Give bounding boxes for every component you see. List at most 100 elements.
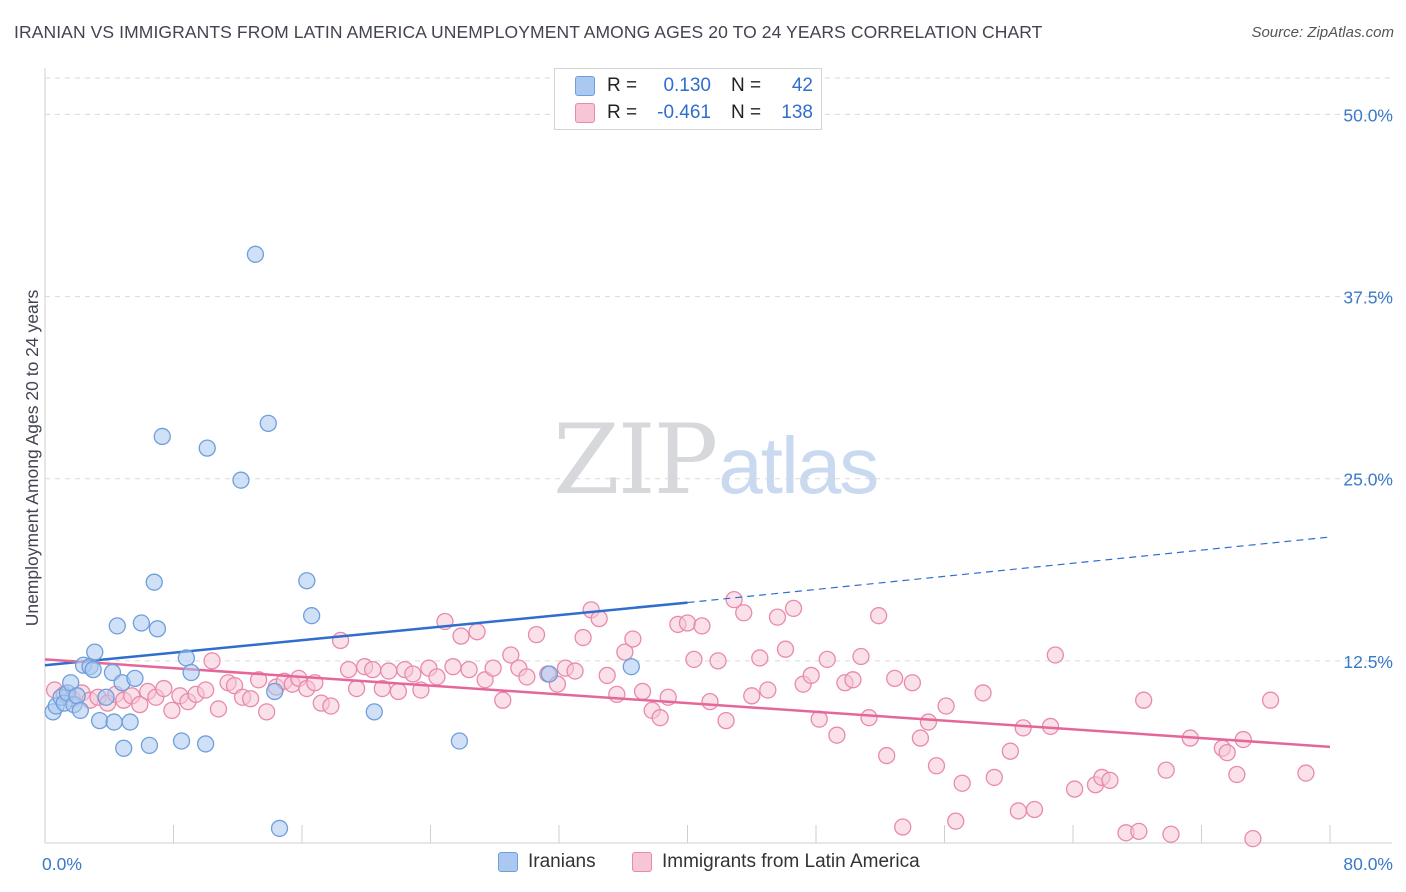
latin-america-point — [389, 682, 408, 701]
iranian-point — [108, 617, 126, 635]
chart-title: IRANIAN VS IMMIGRANTS FROM LATIN AMERICA… — [14, 22, 1043, 42]
latin-america-point — [802, 666, 820, 685]
iranian-point — [105, 713, 123, 731]
latin-america-point — [818, 650, 836, 669]
y-axis-label: Unemployment Among Ages 20 to 24 years — [22, 289, 42, 626]
iranian-point — [126, 669, 144, 687]
latin-america-point — [1001, 742, 1020, 760]
iranian-point — [196, 735, 215, 753]
latin-america-point — [249, 671, 268, 689]
latin-america-point — [717, 711, 735, 730]
latin-america-point — [1261, 691, 1280, 709]
latin-america-point — [1218, 744, 1236, 762]
n-label: N = — [731, 102, 762, 123]
latin-america-point — [937, 697, 955, 715]
latin-america-point — [241, 690, 260, 708]
latin-america-point — [163, 701, 181, 720]
x-tick-labels: 0.0% 80.0% — [42, 854, 1393, 874]
watermark: ZIPatlas — [553, 404, 879, 516]
iranian-point — [365, 703, 383, 721]
n-value: 42 — [791, 75, 813, 96]
latin-america-point — [974, 684, 992, 702]
latin-america-point — [1014, 719, 1032, 737]
series-iranians-points — [44, 245, 640, 838]
latin-america-point — [911, 729, 930, 747]
latin-america-point — [502, 646, 520, 664]
latin-america-point — [878, 746, 896, 765]
latin-america-point — [347, 679, 366, 698]
latin-america-point — [701, 693, 719, 711]
latin-america-point — [735, 604, 753, 622]
latin-america-legend-swatch — [632, 852, 652, 872]
latin-america-point — [339, 660, 358, 679]
latin-america-point — [927, 757, 946, 775]
stats-legend: R = 0.130 N = 42 R = -0.461 N = 138 — [554, 68, 822, 130]
latin-america-point — [751, 649, 769, 667]
y-tick-labels: 12.5% 25.0% 37.5% 50.0% — [1343, 105, 1393, 671]
iranian-point — [270, 819, 289, 838]
latin-america-point — [852, 647, 870, 666]
series-latin-america-points — [45, 591, 1315, 848]
latin-america-point — [258, 703, 276, 721]
latin-america-point — [476, 671, 494, 689]
latin-america-point — [693, 617, 711, 635]
r-label: R = — [607, 102, 638, 123]
iranian-point — [259, 414, 277, 432]
latin-america-point — [685, 650, 703, 669]
latin-america-point — [1162, 825, 1180, 843]
legend-item-latin-america: Immigrants from Latin America — [632, 851, 920, 873]
latin-america-point — [1228, 765, 1246, 784]
stats-row-iranians: R = 0.130 N = 42 — [575, 75, 813, 97]
latin-america-point — [1065, 780, 1084, 798]
latin-america-point — [196, 681, 215, 699]
latin-america-point — [759, 681, 777, 699]
iranian-point — [86, 643, 104, 661]
grid-lines — [45, 77, 1392, 662]
latin-america-point — [624, 630, 642, 648]
iranian-point — [145, 573, 163, 591]
latin-america-point — [460, 660, 478, 679]
latin-america-point — [784, 599, 803, 618]
latin-america-point — [203, 652, 221, 670]
iranian-point — [450, 732, 469, 750]
iranian-point — [298, 572, 316, 590]
latin-america-point — [209, 700, 228, 718]
latin-america-trend-line — [44, 658, 1331, 749]
iranian-point — [177, 649, 196, 667]
iranian-point — [148, 620, 167, 638]
r-value: 0.130 — [663, 75, 711, 96]
iranian-point — [246, 245, 265, 263]
latin-america-point — [404, 665, 422, 683]
iranian-point — [132, 614, 151, 632]
iranian-point — [121, 713, 139, 731]
bottom-legend: Iranians Immigrants from Latin America — [0, 851, 1406, 879]
latin-america-point — [444, 658, 462, 676]
latin-america-point — [468, 623, 486, 641]
iranian-point — [153, 427, 171, 446]
latin-america-point — [985, 768, 1003, 787]
latin-america-point — [574, 628, 592, 647]
latin-america-swatch — [575, 103, 595, 123]
latin-america-point — [894, 818, 912, 836]
y-tick-label: 50.0% — [1343, 105, 1393, 125]
latin-america-point — [1046, 646, 1064, 664]
iranians-legend-swatch — [498, 852, 518, 872]
iranian-point — [622, 658, 640, 676]
latin-america-point — [225, 676, 244, 695]
latin-america-point — [616, 643, 634, 661]
latin-america-point — [709, 652, 727, 670]
y-tick-label: 37.5% — [1343, 288, 1393, 308]
latin-america-point — [1130, 822, 1148, 840]
y-tick-label: 12.5% — [1343, 652, 1393, 672]
latin-america-point — [1025, 800, 1044, 819]
iranian-point — [140, 736, 159, 755]
latin-america-point — [1101, 771, 1119, 789]
iranian-point — [68, 687, 86, 705]
iranian-point — [182, 663, 200, 682]
iranian-point — [172, 732, 191, 750]
iranian-point — [90, 711, 109, 730]
iranians-swatch — [575, 76, 595, 96]
latin-america-point — [1157, 761, 1175, 779]
latin-america-point — [947, 812, 965, 830]
watermark-atlas: atlas — [718, 421, 879, 510]
